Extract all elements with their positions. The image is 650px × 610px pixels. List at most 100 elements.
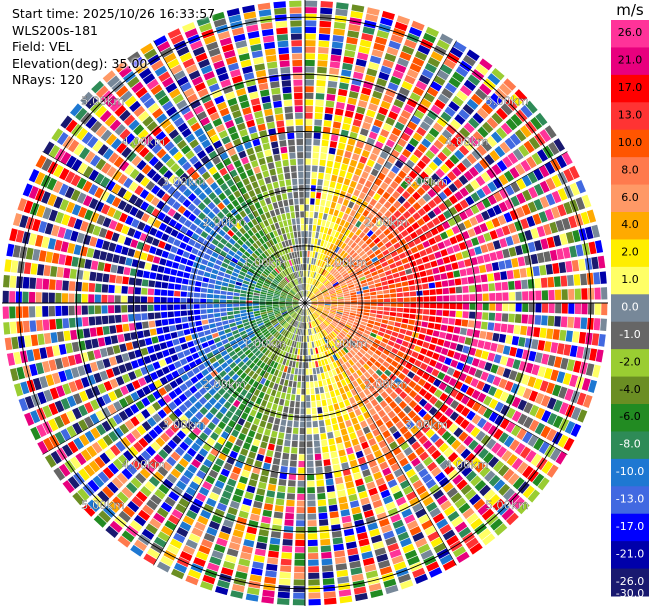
velocity-gate [379,215,388,223]
velocity-gate [280,319,286,325]
velocity-gate [319,27,331,35]
velocity-gate [418,408,427,418]
velocity-gate [331,174,338,182]
velocity-gate [222,392,231,400]
velocity-gate [285,304,292,306]
velocity-gate [438,202,448,212]
velocity-gate [276,363,282,371]
velocity-gate [515,372,524,383]
velocity-gate [118,510,131,523]
velocity-gate [444,407,454,417]
velocity-gate [309,342,313,349]
velocity-gate [259,336,266,343]
velocity-gate [331,417,338,425]
velocity-gate [213,442,223,451]
velocity-gate [374,36,388,46]
velocity-gate [473,498,486,511]
velocity-gate [432,217,441,226]
velocity-gate [305,119,313,126]
velocity-gate [191,458,201,469]
velocity-gate [239,186,247,195]
velocity-gate [363,312,370,316]
velocity-gate [428,385,438,395]
velocity-gate [329,311,336,315]
velocity-gate [307,291,311,298]
velocity-gate [430,260,438,268]
velocity-gate [176,248,185,256]
velocity-gate [146,405,156,415]
velocity-gate [180,343,189,350]
velocity-gate [413,326,421,333]
velocity-gate [296,307,301,313]
velocity-gate [498,201,508,213]
velocity-gate [155,248,163,257]
velocity-gate [431,449,442,460]
velocity-gate [293,279,297,286]
velocity-gate [459,199,469,209]
velocity-gate [330,322,337,328]
velocity-gate [477,417,487,429]
velocity-gate [502,368,512,379]
velocity-gate [384,270,392,276]
velocity-gate [315,93,325,100]
velocity-gate [305,316,308,323]
velocity-gate [340,129,349,138]
velocity-gate [271,319,278,325]
velocity-gate [38,220,48,234]
velocity-gate [153,35,168,47]
velocity-gate [23,200,34,214]
velocity-gate [310,295,316,300]
velocity-gate [524,229,533,241]
velocity-gate [396,287,403,293]
velocity-gate [152,413,162,423]
velocity-gate [22,291,29,303]
velocity-gate [452,546,467,558]
velocity-gate [553,276,561,287]
velocity-gate [163,416,173,427]
velocity-gate [321,399,327,407]
velocity-gate [430,536,444,548]
velocity-gate [394,121,405,131]
velocity-gate [122,450,134,462]
velocity-gate [174,345,183,353]
velocity-gate [308,322,311,329]
velocity-gate [263,259,270,266]
velocity-gate [407,240,416,248]
velocity-gate [311,303,318,305]
velocity-gate [205,475,216,485]
velocity-gate [397,303,404,307]
velocity-gate [551,190,562,204]
velocity-gate [345,266,353,272]
velocity-gate [273,252,279,259]
velocity-gate [211,550,224,560]
velocity-gate [193,304,200,309]
velocity-gate [195,437,205,447]
velocity-gate [514,89,528,103]
velocity-gate [313,258,317,265]
velocity-gate [506,453,518,466]
velocity-gate [336,148,344,157]
velocity-gate [158,483,170,495]
velocity-gate [101,315,109,325]
velocity-gate [244,261,252,268]
velocity-gate [258,529,269,537]
velocity-gate [330,376,336,384]
velocity-gate [209,256,217,263]
velocity-gate [287,283,293,289]
velocity-gate [394,377,402,386]
velocity-gate [486,242,495,252]
velocity-gate [287,413,294,421]
velocity-gate [373,278,381,284]
velocity-gate [482,312,489,321]
velocity-gate [261,287,268,291]
velocity-gate [268,544,280,552]
velocity-gate [318,506,327,513]
velocity-gate [258,324,266,330]
velocity-gate [244,375,251,383]
velocity-gate [327,87,337,95]
velocity-gate [511,457,524,471]
velocity-gate [366,7,380,16]
velocity-gate [309,307,314,313]
velocity-gate [230,246,238,253]
velocity-gate [517,399,528,411]
